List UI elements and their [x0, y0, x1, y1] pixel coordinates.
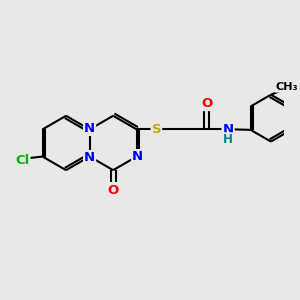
Text: H: H — [223, 133, 233, 146]
Text: N: N — [84, 122, 95, 135]
Text: O: O — [107, 184, 119, 197]
Text: Cl: Cl — [15, 154, 29, 167]
Text: O: O — [201, 97, 212, 110]
Text: N: N — [132, 150, 143, 163]
Text: N: N — [223, 123, 234, 136]
Text: S: S — [152, 123, 161, 136]
Text: N: N — [84, 151, 95, 164]
Text: CH₃: CH₃ — [275, 82, 298, 92]
